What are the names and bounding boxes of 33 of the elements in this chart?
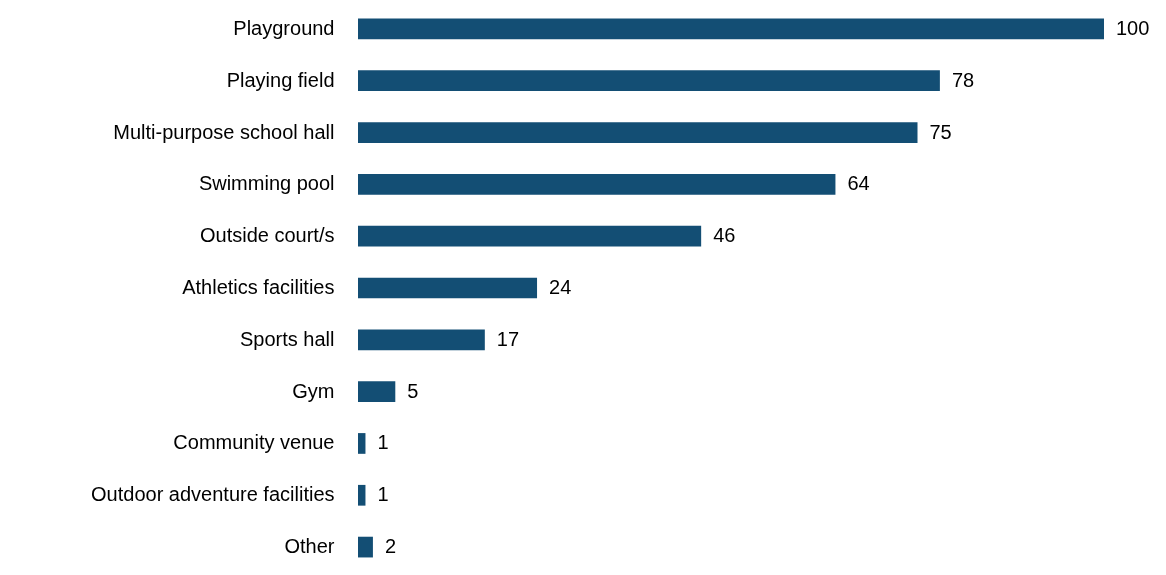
data-label: 1 xyxy=(377,431,389,454)
bar xyxy=(358,484,366,506)
data-label: 1 xyxy=(377,483,389,506)
y-tick-label: Swimming pool xyxy=(198,172,335,195)
bar xyxy=(358,277,538,299)
data-label: 24 xyxy=(549,276,572,298)
bar xyxy=(358,536,373,558)
y-tick-label: Other xyxy=(284,535,335,558)
data-label: 64 xyxy=(847,172,870,195)
data-label: 100 xyxy=(1116,16,1150,39)
y-tick-label: Community venue xyxy=(173,431,335,454)
y-tick-label: Sports hall xyxy=(240,327,335,350)
bar xyxy=(358,70,940,92)
bar xyxy=(358,122,918,143)
y-tick-label: Playing field xyxy=(226,68,335,91)
y-tick-label: Playground xyxy=(233,16,335,39)
data-label: 46 xyxy=(713,224,736,247)
bar xyxy=(358,18,1104,40)
data-label: 2 xyxy=(384,535,397,558)
bar xyxy=(358,329,485,351)
bar xyxy=(358,381,396,402)
data-label: 78 xyxy=(951,68,975,91)
bar xyxy=(358,433,366,454)
data-label: 17 xyxy=(496,327,520,350)
y-tick-label: Gym xyxy=(292,379,335,402)
y-tick-label: Outside court/s xyxy=(199,224,335,247)
bar xyxy=(358,225,702,247)
y-tick-label: Multi-purpose school hall xyxy=(113,120,335,143)
y-tick-label: Athletics facilities xyxy=(182,276,335,298)
bar xyxy=(358,174,836,195)
data-label: 75 xyxy=(929,120,952,143)
y-tick-label: Outdoor adventure facilities xyxy=(91,483,335,506)
data-label: 5 xyxy=(407,379,419,402)
